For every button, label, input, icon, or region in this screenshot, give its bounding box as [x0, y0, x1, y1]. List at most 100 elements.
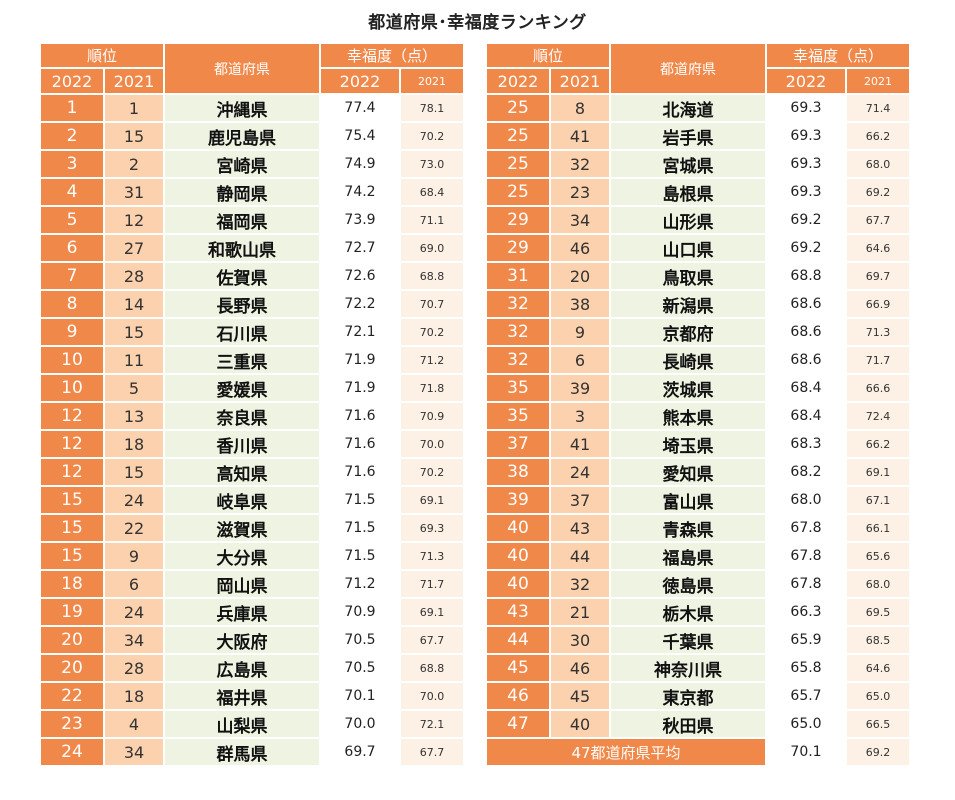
prefecture-cell: 青森県 [611, 515, 765, 541]
rank-2022-cell: 1 [41, 95, 103, 121]
score-2021-cell: 71.2 [401, 347, 463, 373]
ranking-table-left: 順位 都道府県 幸福度（点） 2022 2021 2022 2021 1 1 沖縄県… [39, 42, 465, 767]
table-row: 10 5 愛媛県 71.9 71.8 [41, 375, 463, 401]
prefecture-cell: 佐賀県 [165, 263, 319, 289]
score-2021-cell: 66.9 [847, 291, 909, 317]
score-2022-cell: 65.0 [767, 711, 845, 737]
prefecture-cell: 和歌山県 [165, 235, 319, 261]
rank-2021-cell: 24 [105, 487, 163, 513]
score-2022-cell: 66.3 [767, 599, 845, 625]
prefecture-cell: 鳥取県 [611, 263, 765, 289]
rank-2021-cell: 41 [551, 431, 609, 457]
rank-2021-cell: 12 [105, 207, 163, 233]
ranking-table-right: 順位 都道府県 幸福度（点） 2022 2021 2022 2021 25 8 北海… [485, 42, 911, 767]
score-2021-cell: 71.3 [847, 319, 909, 345]
score-2021-cell: 65.6 [847, 543, 909, 569]
table-row: 8 14 長野県 72.2 70.7 [41, 291, 463, 317]
score-2021-cell: 65.0 [847, 683, 909, 709]
rank-2022-cell: 8 [41, 291, 103, 317]
score-2021-cell: 68.4 [401, 179, 463, 205]
score-2021-cell: 64.6 [847, 235, 909, 261]
rank-2021-cell: 18 [105, 431, 163, 457]
table-row: 4 31 静岡県 74.2 68.4 [41, 179, 463, 205]
score-2021-cell: 69.5 [847, 599, 909, 625]
score-2022-cell: 75.4 [321, 123, 399, 149]
rank-2021-cell: 21 [551, 599, 609, 625]
rank-2022-cell: 10 [41, 375, 103, 401]
score-2022-cell: 70.5 [321, 627, 399, 653]
score-2021-cell: 68.8 [401, 655, 463, 681]
rank-2021-cell: 24 [105, 599, 163, 625]
table-row: 7 28 佐賀県 72.6 68.8 [41, 263, 463, 289]
prefecture-cell: 京都府 [611, 319, 765, 345]
score-2021-cell: 69.7 [847, 263, 909, 289]
score-2021-cell: 67.1 [847, 487, 909, 513]
score-2021-cell: 67.7 [401, 627, 463, 653]
score-2022-cell: 68.2 [767, 459, 845, 485]
score-2022-cell: 72.6 [321, 263, 399, 289]
score-2021-cell: 68.0 [847, 151, 909, 177]
prefecture-cell: 長崎県 [611, 347, 765, 373]
score-2022-cell: 68.0 [767, 487, 845, 513]
score-2021-cell: 64.6 [847, 655, 909, 681]
prefecture-cell: 群馬県 [165, 739, 319, 765]
score-2021-cell: 68.8 [401, 263, 463, 289]
score-2022-cell: 71.6 [321, 403, 399, 429]
score-2021-cell: 71.7 [847, 347, 909, 373]
rank-2022-cell: 47 [487, 711, 549, 737]
score-2022-cell: 74.2 [321, 179, 399, 205]
header-score: 幸福度（点） [767, 44, 909, 67]
table-row: 24 34 群馬県 69.7 67.7 [41, 739, 463, 765]
score-2022-cell: 68.8 [767, 263, 845, 289]
rank-2021-cell: 28 [105, 263, 163, 289]
rank-2022-cell: 45 [487, 655, 549, 681]
prefecture-cell: 岐阜県 [165, 487, 319, 513]
table-row: 39 37 富山県 68.0 67.1 [487, 487, 909, 513]
prefecture-cell: 福岡県 [165, 207, 319, 233]
header-score-2021: 2021 [401, 69, 463, 93]
rank-2022-cell: 4 [41, 179, 103, 205]
rank-2022-cell: 40 [487, 571, 549, 597]
table-row: 25 23 島根県 69.3 69.2 [487, 179, 909, 205]
prefecture-cell: 香川県 [165, 431, 319, 457]
table-body-left: 1 1 沖縄県 77.4 78.1 2 15 鹿児島県 75.4 70.2 3 2 宮崎県 74.9 73.… [41, 95, 463, 765]
rank-2021-cell: 31 [105, 179, 163, 205]
rank-2021-cell: 27 [105, 235, 163, 261]
score-2021-cell: 70.2 [401, 319, 463, 345]
rank-2022-cell: 15 [41, 487, 103, 513]
score-2022-cell: 69.3 [767, 151, 845, 177]
rank-2021-cell: 15 [105, 319, 163, 345]
score-2022-cell: 71.5 [321, 515, 399, 541]
prefecture-cell: 広島県 [165, 655, 319, 681]
score-2021-cell: 70.0 [401, 431, 463, 457]
score-2022-cell: 70.5 [321, 655, 399, 681]
rank-2021-cell: 34 [105, 739, 163, 765]
table-row: 38 24 愛知県 68.2 69.1 [487, 459, 909, 485]
rank-2022-cell: 40 [487, 543, 549, 569]
rank-2021-cell: 6 [551, 347, 609, 373]
header-rank: 順位 [41, 44, 163, 67]
rank-2022-cell: 23 [41, 711, 103, 737]
header-rank-2021: 2021 [105, 69, 163, 93]
score-2022-cell: 65.7 [767, 683, 845, 709]
table-row: 23 4 山梨県 70.0 72.1 [41, 711, 463, 737]
score-2021-cell: 72.1 [401, 711, 463, 737]
rank-2021-cell: 2 [105, 151, 163, 177]
rank-2022-cell: 29 [487, 235, 549, 261]
rank-2021-cell: 20 [551, 263, 609, 289]
score-2022-cell: 65.8 [767, 655, 845, 681]
prefecture-cell: 奈良県 [165, 403, 319, 429]
score-2022-cell: 69.7 [321, 739, 399, 765]
rank-2022-cell: 39 [487, 487, 549, 513]
rank-2021-cell: 30 [551, 627, 609, 653]
table-row: 25 32 宮城県 69.3 68.0 [487, 151, 909, 177]
header-prefecture: 都道府県 [611, 44, 765, 93]
prefecture-cell: 山梨県 [165, 711, 319, 737]
rank-2022-cell: 3 [41, 151, 103, 177]
prefecture-cell: 富山県 [611, 487, 765, 513]
table-row: 40 43 青森県 67.8 66.1 [487, 515, 909, 541]
prefecture-cell: 長野県 [165, 291, 319, 317]
rank-2022-cell: 5 [41, 207, 103, 233]
score-2021-cell: 71.7 [401, 571, 463, 597]
score-2022-cell: 69.2 [767, 235, 845, 261]
